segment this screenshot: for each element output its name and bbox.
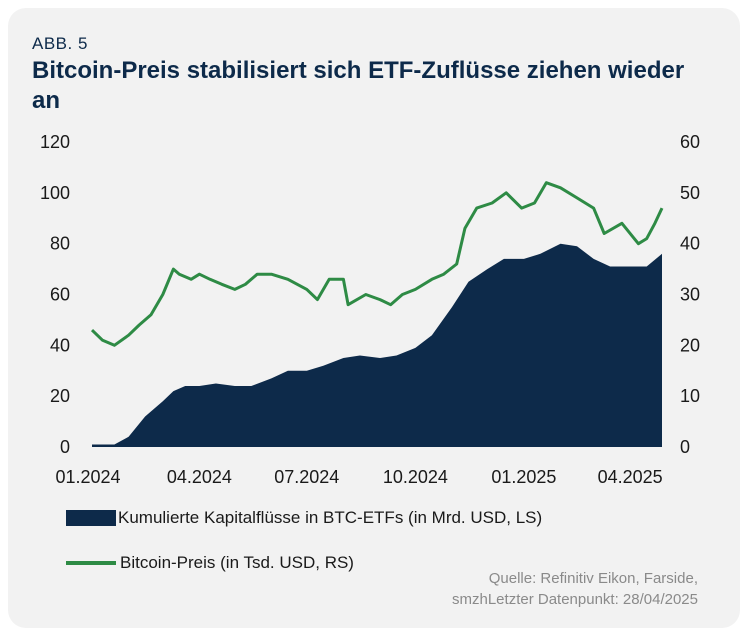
chart-card: ABB. 5 Bitcoin-Preis stabilisiert sich E… bbox=[8, 8, 740, 628]
left-tick-label: 0 bbox=[60, 437, 70, 457]
legend-swatch-line bbox=[66, 561, 116, 565]
chart-title: Bitcoin-Preis stabilisiert sich ETF-Zufl… bbox=[32, 57, 685, 114]
x-tick-label: 10.2024 bbox=[383, 467, 448, 487]
x-tick-label: 01.2024 bbox=[55, 467, 120, 487]
legend-label-bitcoin-price: Bitcoin-Preis (in Tsd. USD, RS) bbox=[120, 553, 354, 572]
right-tick-label: 60 bbox=[680, 132, 700, 152]
bitcoin-price-line bbox=[90, 181, 664, 347]
source-line-2: smzhLetzter Datenpunkt: 28/04/2025 bbox=[452, 591, 698, 608]
legend-item-etf-flows: Kumulierte Kapitalflüsse in BTC-ETFs (in… bbox=[66, 508, 542, 528]
figure-label: ABB. 5 bbox=[32, 34, 88, 53]
chart-svg: 0 20 40 60 80 100 120 0 10 20 30 40 50 60 01.2024 04.… bbox=[40, 132, 700, 487]
right-tick-label: 30 bbox=[680, 285, 700, 305]
source-line-1: Quelle: Refinitiv Eikon, Farside, bbox=[488, 570, 698, 587]
right-tick-label: 0 bbox=[680, 437, 690, 457]
left-axis-ticks: 0 20 40 60 80 100 120 bbox=[40, 132, 70, 457]
legend-swatch-area bbox=[66, 510, 116, 526]
source-note: Quelle: Refinitiv Eikon, Farside, smzhLe… bbox=[452, 568, 698, 610]
right-axis-ticks: 0 10 20 30 40 50 60 bbox=[680, 132, 700, 457]
x-axis-ticks: 01.2024 04.2024 07.2024 10.2024 01.2025 04.20… bbox=[55, 467, 662, 487]
right-tick-label: 50 bbox=[680, 183, 700, 203]
x-tick-label: 04.2025 bbox=[598, 467, 663, 487]
etf-flows-area bbox=[92, 243, 662, 447]
right-tick-label: 10 bbox=[680, 386, 700, 406]
legend-label-etf-flows: Kumulierte Kapitalflüsse in BTC-ETFs (in… bbox=[118, 508, 543, 527]
left-tick-label: 40 bbox=[50, 335, 70, 355]
x-tick-label: 07.2024 bbox=[274, 467, 339, 487]
left-tick-label: 60 bbox=[50, 285, 70, 305]
left-tick-label: 120 bbox=[40, 132, 70, 152]
left-tick-label: 20 bbox=[50, 386, 70, 406]
right-tick-label: 20 bbox=[680, 335, 700, 355]
left-tick-label: 100 bbox=[40, 183, 70, 203]
right-tick-label: 40 bbox=[680, 234, 700, 254]
x-tick-label: 04.2024 bbox=[167, 467, 232, 487]
legend-item-bitcoin-price: Bitcoin-Preis (in Tsd. USD, RS) bbox=[66, 553, 354, 573]
x-tick-label: 01.2025 bbox=[491, 467, 556, 487]
left-tick-label: 80 bbox=[50, 234, 70, 254]
